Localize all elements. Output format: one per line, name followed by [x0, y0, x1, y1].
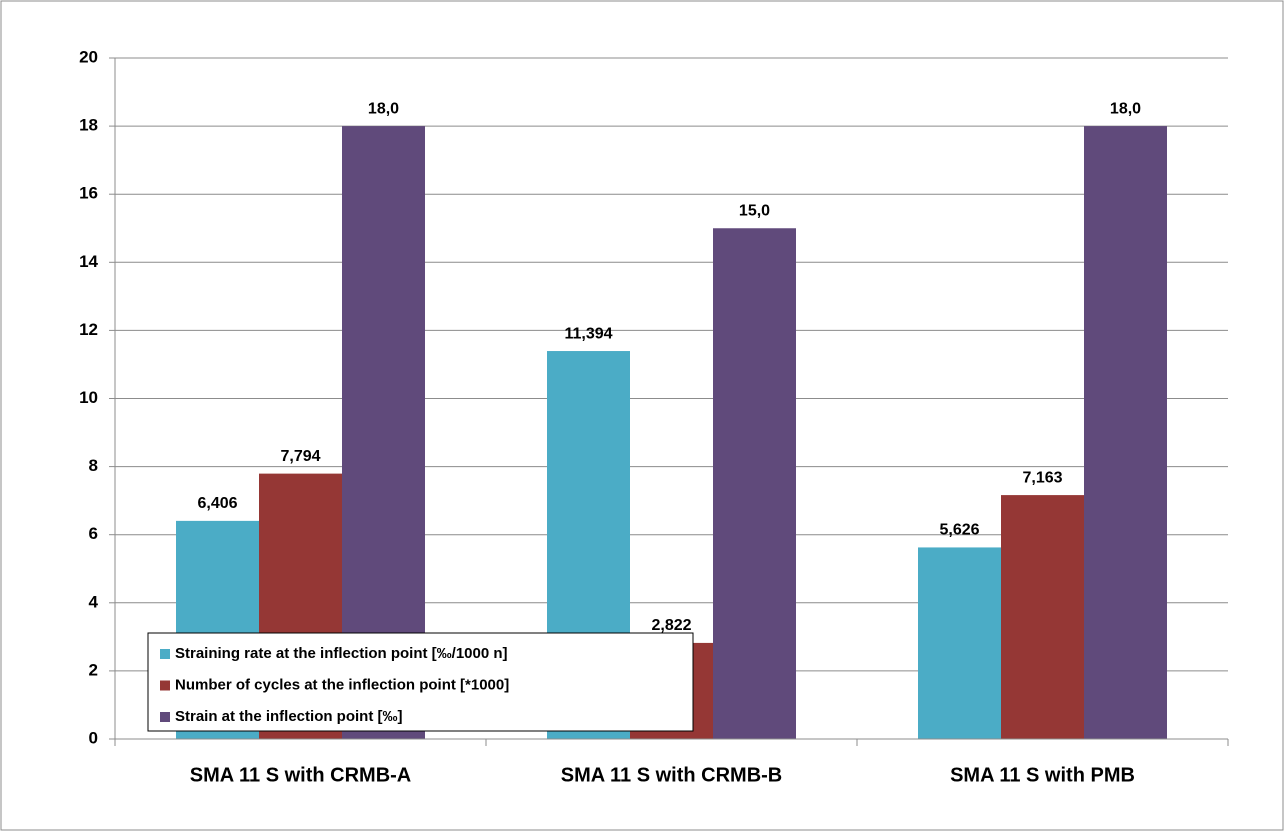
value-label: 7,794 [280, 448, 320, 465]
value-label: 5,626 [939, 522, 979, 539]
legend-label: Number of cycles at the inflection point… [175, 676, 509, 693]
y-tick-label: 2 [89, 660, 98, 679]
legend-swatch [160, 680, 170, 691]
legend-label: Straining rate at the inflection point [… [175, 645, 508, 662]
legend-swatch [160, 649, 170, 659]
value-label: 18,0 [368, 100, 399, 117]
y-tick-label: 14 [79, 252, 98, 271]
value-label: 7,163 [1022, 469, 1062, 486]
y-tick-label: 10 [79, 388, 98, 407]
bar [1001, 495, 1084, 739]
y-tick-label: 0 [89, 728, 98, 747]
legend-swatch [160, 712, 170, 722]
value-label: 15,0 [739, 202, 770, 219]
y-tick-label: 20 [79, 47, 98, 66]
x-tick-label: SMA 11 S with CRMB-A [190, 764, 412, 786]
legend-label: Strain at the inflection point [‰] [175, 708, 403, 725]
bar [713, 228, 796, 739]
x-tick-label: SMA 11 S with PMB [950, 764, 1135, 786]
value-label: 11,394 [564, 325, 612, 342]
value-label: 2,822 [651, 617, 691, 634]
value-label: 18,0 [1110, 100, 1141, 117]
y-tick-label: 16 [79, 184, 98, 203]
y-tick-label: 6 [89, 524, 98, 543]
bar [1084, 126, 1167, 740]
y-tick-label: 4 [89, 592, 99, 611]
y-tick-label: 8 [89, 456, 98, 475]
y-tick-label: 12 [79, 320, 98, 339]
value-label: 6,406 [197, 495, 237, 512]
legend-box [147, 632, 694, 732]
y-tick-label: 18 [79, 116, 98, 135]
bar [918, 547, 1001, 739]
x-tick-label: SMA 11 S with CRMB-B [561, 764, 783, 786]
